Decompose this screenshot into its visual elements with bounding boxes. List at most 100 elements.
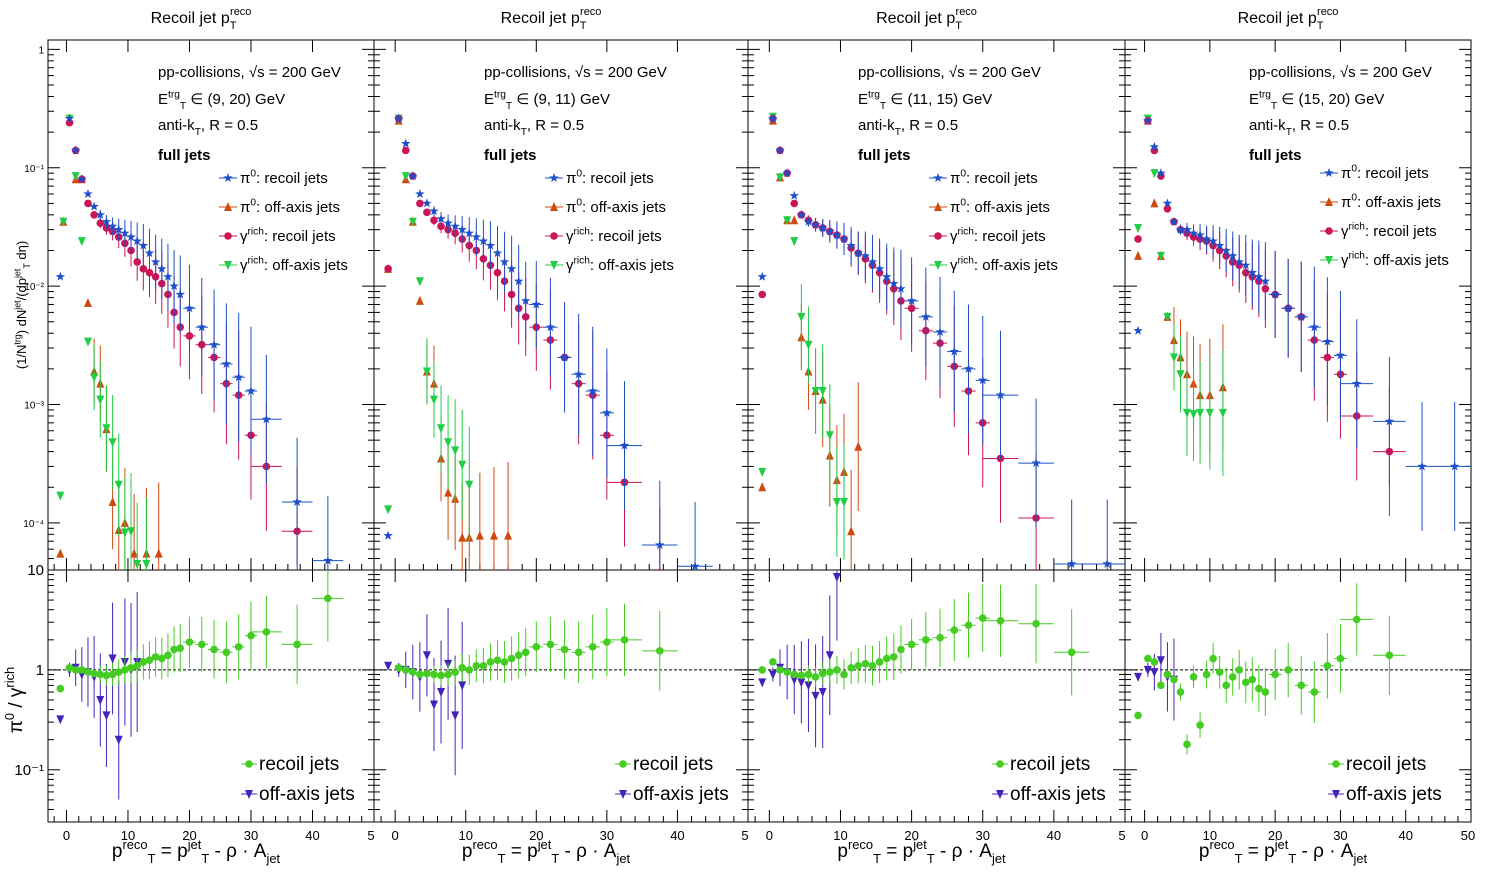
pi0-recoil-point [789, 190, 799, 200]
gamma-offaxis-point [1163, 312, 1172, 322]
legend-entry: π0: off-axis jets [1341, 193, 1441, 211]
pi0-recoil-point [138, 240, 149, 250]
legend-entry: γrich: recoil jets [950, 227, 1046, 245]
pi0-recoil-point [55, 271, 66, 281]
gamma-offaxis-point [818, 387, 827, 397]
pi0-recoil-point [1143, 115, 1153, 125]
pi0-recoil-point [1102, 558, 1112, 568]
jet-algo-label: anti-kT, R = 0.5 [484, 117, 584, 138]
ratio-recoil-point [1144, 654, 1152, 663]
gamma-recoil-point [96, 219, 105, 228]
y-tick-label-bottom: 1 [36, 662, 44, 679]
pi0-recoil-point [157, 263, 167, 273]
ratio-recoil-point [818, 669, 827, 678]
ratio-recoil-point [588, 643, 597, 651]
pi0-recoil-point [853, 248, 863, 258]
pi0-recoil-point [77, 174, 87, 184]
ratio-recoil-point [127, 663, 135, 672]
gamma-offaxis-point [783, 216, 792, 226]
gamma-offaxis-point [840, 498, 849, 508]
ratio-recoil-point [1248, 675, 1257, 684]
pi0-recoil-point [292, 497, 302, 507]
ratio-recoil-point [1310, 688, 1319, 696]
pi0-recoil-point [796, 209, 807, 219]
pi0-offaxis-point [854, 441, 863, 451]
jet-algo-label: anti-kT, R = 0.5 [1249, 117, 1349, 138]
gamma-offaxis-point [56, 491, 65, 501]
pi0-recoil-point [782, 168, 792, 178]
ratio-recoil-point [890, 653, 898, 661]
gamma-offaxis-point [758, 467, 767, 477]
y-tick-label-bottom: 10⁻¹ [14, 762, 44, 779]
gamma-recoil-point [133, 258, 141, 266]
x-axis-label: precoT = pjetT - ρ · Ajet [462, 837, 631, 866]
ratio-offaxis-point [825, 651, 834, 661]
x-tick-label: 20 [529, 828, 543, 843]
etrg-range-label: EtrgT ∈ (15, 20) GeV [1249, 90, 1384, 112]
ratio-recoil-point [907, 640, 916, 649]
ratio-recoil-point [1352, 615, 1361, 624]
gamma-offaxis-point [1156, 251, 1165, 261]
ratio-recoil-point [546, 640, 555, 649]
gamma-offaxis-point [790, 237, 799, 247]
ratio-offaxis-point [429, 700, 438, 710]
full-jets-label: full jets [1249, 147, 1302, 164]
ratio-recoil-point [293, 640, 301, 649]
gamma-recoil-point [1134, 235, 1142, 243]
gamma-offaxis-point [1218, 408, 1227, 418]
pi0-offaxis-point [415, 295, 424, 305]
pi0-recoil-point [83, 189, 93, 199]
x-tick-label: 5 [741, 828, 748, 843]
pi0-offaxis-point [1150, 198, 1159, 208]
gamma-offaxis-point [142, 559, 151, 569]
ratio-recoil-point [1157, 681, 1165, 690]
gamma-offaxis-point [133, 559, 142, 569]
legend-entry: π0: recoil jets [1341, 164, 1429, 182]
pi0-recoil-point [1214, 240, 1225, 250]
gamma-offaxis-point [401, 172, 410, 182]
x-axis-label: precoT = pjetT - ρ · Ajet [1199, 837, 1368, 866]
ratio-recoil-point [90, 669, 98, 678]
pi0-recoil-point [559, 352, 570, 362]
ratio-recoil-point [145, 656, 154, 665]
ratio-offaxis-point [384, 661, 393, 671]
x-tick-label: 0 [1141, 828, 1148, 843]
pi0-recoil-point [175, 289, 185, 299]
ratio-recoil-point [394, 663, 403, 672]
gamma-offaxis-point [384, 505, 393, 515]
x-tick-label: 40 [305, 828, 319, 843]
collision-label: pp-collisions, √s = 200 GeV [484, 64, 667, 81]
pi0-recoil-point [817, 223, 828, 232]
pi0-recoil-point [499, 257, 510, 266]
pi0-recoil-point [415, 189, 425, 199]
ratio-recoil-point [897, 645, 905, 654]
gamma-offaxis-point [127, 527, 136, 537]
ratio-recoil-point [479, 661, 488, 670]
ratio-recoil-point [1271, 670, 1279, 679]
ratio-recoil-point [423, 669, 431, 678]
ratio-recoil-point [1183, 740, 1191, 749]
gamma-offaxis-point [776, 173, 785, 183]
gamma-offaxis-point [1150, 169, 1159, 179]
ratio-recoil-point [500, 658, 509, 666]
gamma-offaxis-point [102, 424, 111, 434]
ratio-recoil-point [1176, 688, 1185, 696]
pi0-recoil-point [775, 145, 785, 155]
gamma-offaxis-point [415, 277, 424, 287]
gamma-offaxis-point [1189, 410, 1198, 420]
ratio-offaxis-point [758, 678, 767, 688]
pi0-recoil-point [506, 263, 517, 273]
pi0-offaxis-point [758, 482, 767, 492]
full-jets-label: full jets [858, 147, 911, 164]
y-tick-label-top: 10⁻³ [24, 401, 44, 412]
pi0-recoil-point [126, 232, 136, 242]
pi0-offaxis-point [1134, 250, 1143, 260]
x-tick-label: 20 [904, 828, 918, 843]
etrg-range-label: EtrgT ∈ (11, 15) GeV [858, 90, 992, 112]
gamma-offaxis-point [59, 217, 68, 227]
legend-entry: γrich: off-axis jets [240, 256, 348, 274]
bottom-series-layer [384, 603, 678, 776]
pi0-recoil-point [184, 303, 195, 313]
ratio-recoil-point [1209, 654, 1217, 663]
